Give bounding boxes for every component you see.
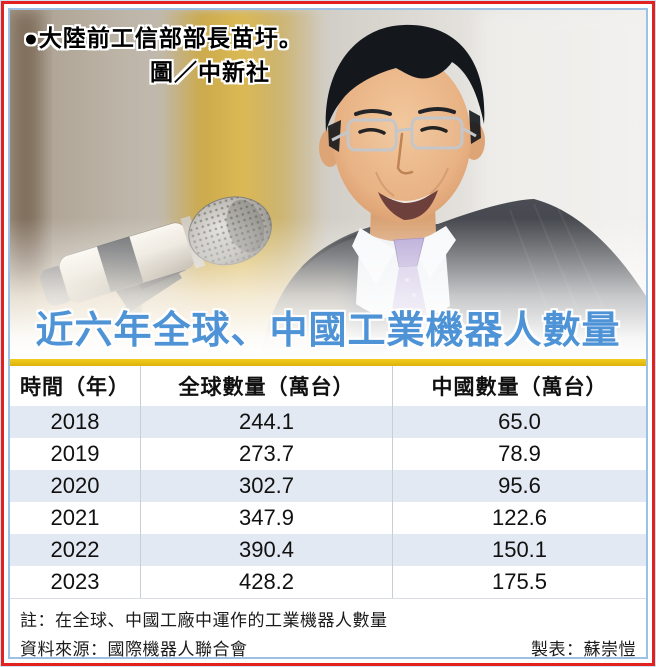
cell-year: 2022 [10,534,141,566]
cell-china: 65.0 [498,409,541,434]
cell-china: 175.5 [491,569,548,594]
cell-global: 390.4 [141,534,393,566]
table-row: 2018 244.1 65.0 [10,406,646,438]
photo-fade-overlay [10,218,646,359]
footer-notes: 註：在全球、中國工廠中運作的工業機器人數量 資料來源：國際機器人聯合會 製表：蘇… [10,599,646,659]
photo-caption: ●大陸前工信部部長苗圩。 [24,25,303,51]
data-source: 資料來源：國際機器人聯合會 [20,640,248,659]
table-row: 2021 347.9 122.6 [10,502,646,534]
cell-year: 2018 [10,406,141,438]
table-body: 2018 244.1 65.0 2019 273.7 78.9 2020 302… [10,406,646,599]
cell-global: 302.7 [141,470,393,502]
inner-blue-border: ●大陸前工信部部長苗圩。 圖／中新社 近六年全球、中國工業機器人數量 時間（年）… [8,8,648,659]
gold-divider-bar [10,359,646,366]
header-cell-year: 時間（年） [10,366,141,406]
glasses [331,116,477,152]
table-row: 2019 273.7 78.9 [10,438,646,470]
cell-china: 122.6 [491,505,548,530]
table-row: 2022 390.4 150.1 [10,534,646,566]
cell-global: 347.9 [141,502,393,534]
photo-credit: 圖／中新社 [150,59,270,85]
cell-year: 2023 [10,566,141,598]
table-row: 2023 428.2 175.5 [10,566,646,598]
infographic-title: 近六年全球、中國工業機器人數量 [35,310,621,352]
cell-global: 428.2 [141,566,393,598]
cell-china: 78.9 [498,441,541,466]
cell-year: 2021 [10,502,141,534]
cell-china: 150.1 [491,537,548,562]
table-header-row: 時間（年） 全球數量（萬台） 中國數量（萬台） [10,366,646,406]
table-row: 2020 302.7 95.6 [10,470,646,502]
table-credit: 製表：蘇崇愷 [531,640,636,659]
photo-section: ●大陸前工信部部長苗圩。 圖／中新社 近六年全球、中國工業機器人數量 [10,10,646,359]
photo-illustration [10,10,646,359]
cell-year: 2019 [10,438,141,470]
cell-global: 244.1 [141,406,393,438]
table-note: 註：在全球、中國工廠中運作的工業機器人數量 [20,611,388,630]
cell-china: 95.6 [498,473,541,498]
cell-global: 273.7 [141,438,393,470]
header-cell-global: 全球數量（萬台） [141,366,393,406]
header-cell-china: 中國數量（萬台） [431,376,608,399]
cell-year: 2020 [10,470,141,502]
